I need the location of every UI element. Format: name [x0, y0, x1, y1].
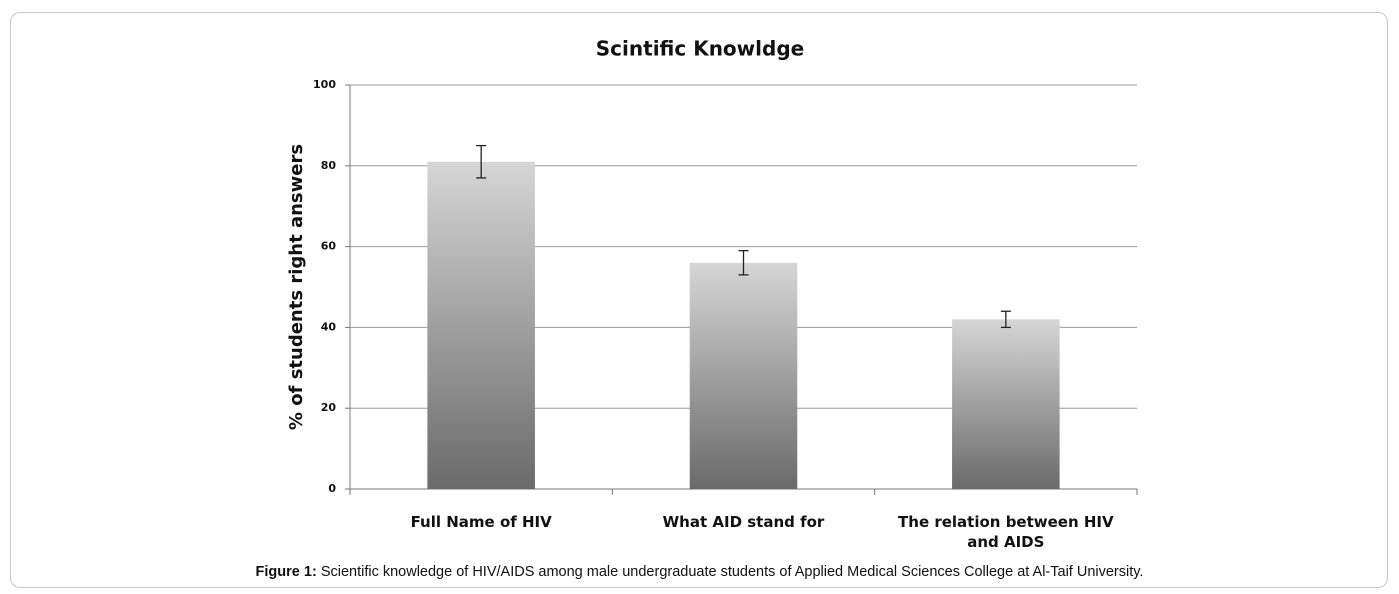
- y-tick-label: 20: [321, 401, 337, 414]
- caption-label: Figure 1:: [255, 564, 317, 580]
- chart-title: Scintific Knowldge: [596, 37, 804, 61]
- x-tick-label: The relation between HIV and AIDS: [898, 513, 1114, 551]
- figure-frame: [10, 12, 1388, 588]
- x-tick-label: What AID stand for: [662, 513, 825, 531]
- caption: Figure 1: Scientific knowledge of HIV/AI…: [0, 564, 1399, 580]
- x-tick-label: Full Name of HIV: [410, 513, 552, 531]
- y-tick-label: 60: [321, 240, 337, 253]
- bar: [952, 319, 1060, 489]
- bar: [689, 262, 798, 489]
- y-axis-label: % of students right answers: [286, 144, 307, 430]
- y-tick-label: 80: [321, 159, 337, 172]
- y-tick-label: 40: [321, 320, 337, 333]
- bar: [427, 161, 535, 489]
- caption-text: Scientific knowledge of HIV/AIDS among m…: [320, 564, 1144, 580]
- y-tick-label: 0: [328, 482, 336, 495]
- y-tick-label: 100: [313, 78, 336, 91]
